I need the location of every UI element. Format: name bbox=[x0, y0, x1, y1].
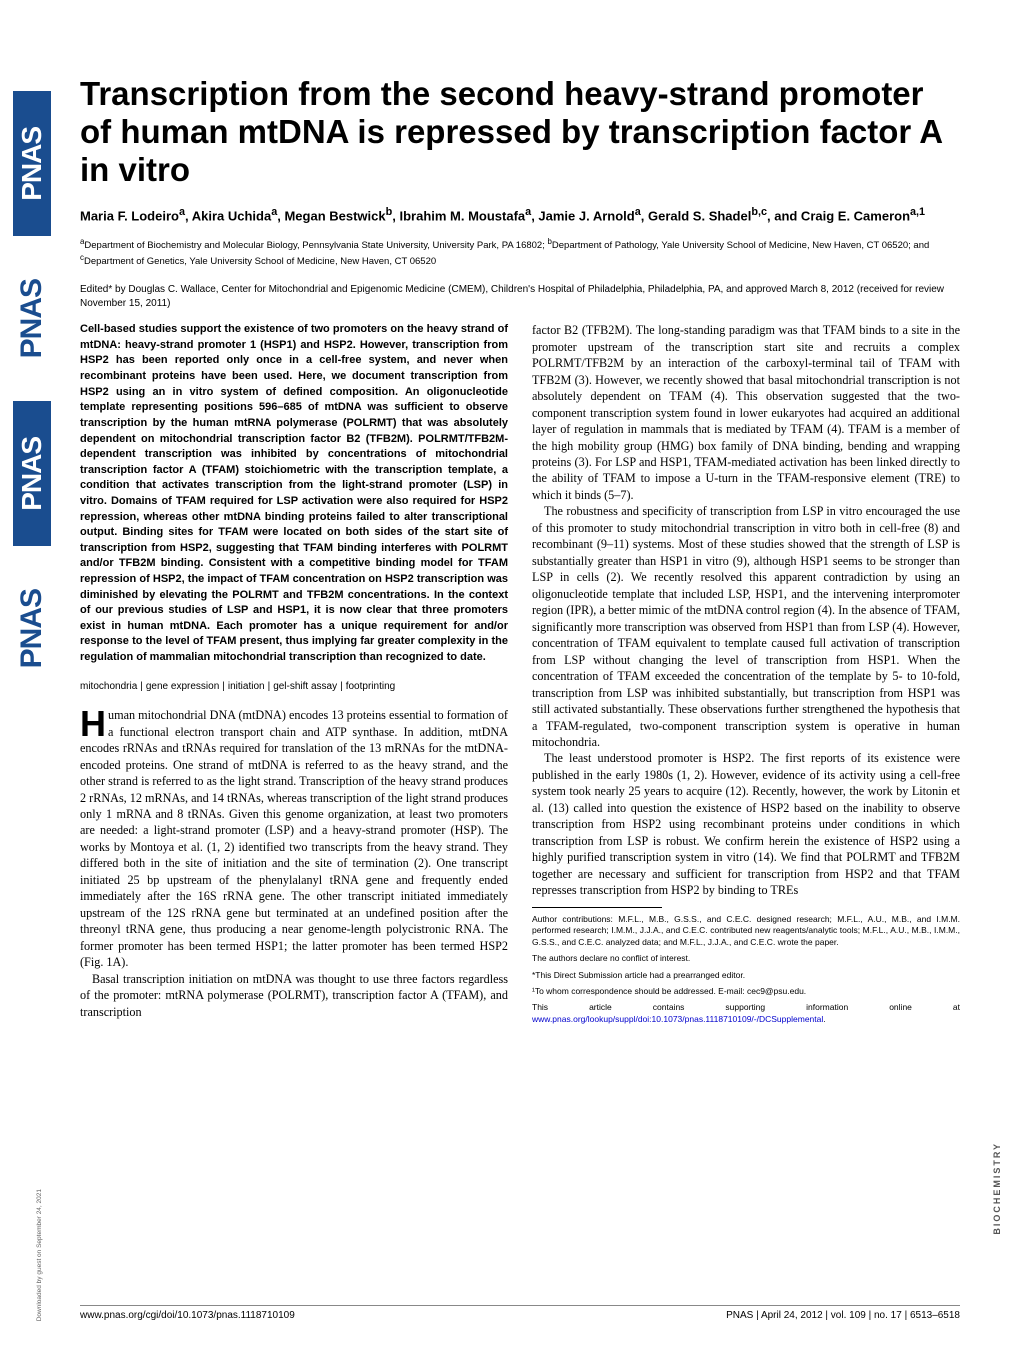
footnote-editor: *This Direct Submission article had a pr… bbox=[532, 970, 960, 981]
footer-citation: PNAS | April 24, 2012 | vol. 109 | no. 1… bbox=[726, 1310, 960, 1321]
keyword: mitochondria bbox=[80, 681, 137, 692]
footnote-conflict: The authors declare no conflict of inter… bbox=[532, 953, 960, 964]
right-column: factor B2 (TFB2M). The long-standing par… bbox=[532, 322, 960, 1030]
body-paragraph: The least understood promoter is HSP2. T… bbox=[532, 750, 960, 898]
article-keywords: mitochondria|gene expression|initiation|… bbox=[80, 680, 508, 694]
body-text-col1: Human mitochondrial DNA (mtDNA) encodes … bbox=[80, 707, 508, 1020]
dropcap: H bbox=[80, 707, 108, 740]
article-title: Transcription from the second heavy-stra… bbox=[80, 75, 960, 189]
body-paragraph: The robustness and specificity of transc… bbox=[532, 503, 960, 750]
pnas-logo-block: PNAS bbox=[13, 91, 51, 236]
body-paragraph: Human mitochondrial DNA (mtDNA) encodes … bbox=[80, 707, 508, 971]
footnote-supporting: This article contains supporting informa… bbox=[532, 1002, 960, 1025]
keyword: gene expression bbox=[146, 681, 219, 692]
body-text-col2: factor B2 (TFB2M). The long-standing par… bbox=[532, 322, 960, 898]
category-label: BIOCHEMISTRY bbox=[992, 1142, 1002, 1235]
journal-logo-sidebar: PNAS PNAS PNAS PNAS bbox=[12, 70, 52, 690]
supporting-info-link[interactable]: www.pnas.org/lookup/suppl/doi:10.1073/pn… bbox=[532, 1014, 823, 1024]
footnote-separator bbox=[532, 907, 662, 908]
keyword: footprinting bbox=[346, 681, 395, 692]
pnas-logo-text-4: PNAS bbox=[15, 589, 49, 668]
article-affiliations: aDepartment of Biochemistry and Molecula… bbox=[80, 237, 960, 269]
footnote-correspondence: ¹To whom correspondence should be addres… bbox=[532, 986, 960, 997]
pnas-logo-text: PNAS bbox=[16, 127, 48, 201]
article-content: Transcription from the second heavy-stra… bbox=[80, 75, 960, 1030]
pnas-logo-text-3: PNAS bbox=[16, 437, 48, 511]
body-paragraph: Basal transcription initiation on mtDNA … bbox=[80, 971, 508, 1020]
article-abstract: Cell-based studies support the existence… bbox=[80, 322, 508, 665]
article-edited-note: Edited* by Douglas C. Wallace, Center fo… bbox=[80, 283, 960, 310]
two-column-layout: Cell-based studies support the existence… bbox=[80, 322, 960, 1030]
keyword: initiation bbox=[228, 681, 265, 692]
body-paragraph: factor B2 (TFB2M). The long-standing par… bbox=[532, 322, 960, 503]
left-column: Cell-based studies support the existence… bbox=[80, 322, 508, 1030]
keyword: gel-shift assay bbox=[273, 681, 337, 692]
article-authors: Maria F. Lodeiroa, Akira Uchidaa, Megan … bbox=[80, 205, 960, 226]
download-timestamp: Downloaded by guest on September 24, 202… bbox=[36, 1189, 43, 1321]
pnas-logo-text-2: PNAS bbox=[15, 279, 49, 358]
pnas-logo-block-2: PNAS bbox=[13, 401, 51, 546]
page-footer: www.pnas.org/cgi/doi/10.1073/pnas.111871… bbox=[80, 1305, 960, 1321]
footnote-contributions: Author contributions: M.F.L., M.B., G.S.… bbox=[532, 914, 960, 948]
footer-doi: www.pnas.org/cgi/doi/10.1073/pnas.111871… bbox=[80, 1310, 295, 1321]
